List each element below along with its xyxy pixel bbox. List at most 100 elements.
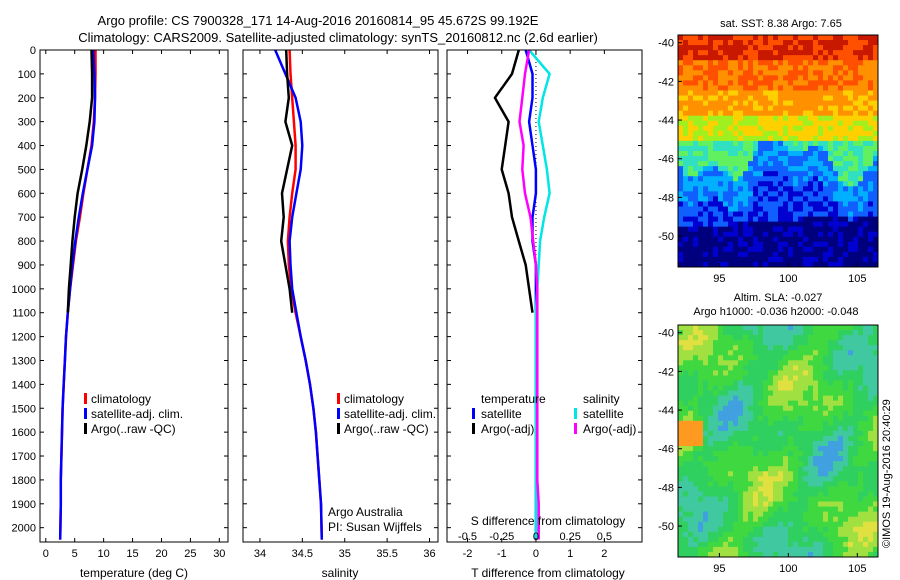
y-tick-label: 200 <box>18 93 36 105</box>
map-cell <box>873 246 879 253</box>
map-cell <box>723 256 729 263</box>
map-cell <box>713 100 719 107</box>
map-cell <box>773 50 779 56</box>
map-cell <box>833 135 839 142</box>
map-cell <box>873 186 879 192</box>
map-cell <box>778 100 784 107</box>
map-cell <box>743 151 749 157</box>
map-cell <box>683 335 689 341</box>
map-cell <box>843 171 849 177</box>
map-cell <box>718 75 724 81</box>
map-cell <box>788 45 794 51</box>
map-cell <box>838 246 844 253</box>
map-cell <box>708 65 714 71</box>
map-cell <box>683 415 689 422</box>
map-cell <box>723 186 729 192</box>
map-cell <box>843 521 849 528</box>
map-cell <box>823 90 829 96</box>
map-cell <box>813 261 819 268</box>
map-cell <box>763 385 769 391</box>
map-cell <box>683 350 689 356</box>
map-cell <box>768 360 774 366</box>
map-cell <box>793 241 799 248</box>
map-cell <box>788 435 794 442</box>
map-cell <box>833 120 839 127</box>
map-cell <box>708 261 714 268</box>
map-cell <box>753 110 759 117</box>
map-cell <box>708 405 714 412</box>
map-cell <box>838 80 844 86</box>
map-cell <box>823 140 829 147</box>
map-cell <box>713 75 719 81</box>
map-cell <box>838 105 844 112</box>
map-cell <box>763 496 769 502</box>
map-cell <box>703 181 709 187</box>
y-tick-label: 800 <box>18 236 36 248</box>
map-cell <box>788 546 794 553</box>
map-cell <box>783 511 789 518</box>
map-cell <box>773 100 779 107</box>
map-cell <box>718 400 724 407</box>
map-cell <box>823 365 829 371</box>
map-cell <box>758 60 764 66</box>
map-cell <box>693 370 699 376</box>
map-cell <box>863 130 869 137</box>
map-cell <box>763 451 769 457</box>
map-cell <box>723 166 729 172</box>
map-cell <box>748 85 754 91</box>
map-cell <box>868 55 874 61</box>
map-cell <box>693 206 699 212</box>
map-cell <box>778 430 784 437</box>
map-cell <box>843 70 849 76</box>
map-cell <box>838 70 844 76</box>
map-cell <box>758 65 764 71</box>
map-cell <box>758 325 764 331</box>
map-cell <box>848 481 854 487</box>
map-cell <box>868 435 874 442</box>
map-cell <box>758 521 764 528</box>
map-cell <box>788 90 794 96</box>
map-cell <box>823 400 829 407</box>
map-cell <box>688 206 694 212</box>
map-cell <box>738 161 744 167</box>
map-cell <box>873 241 879 248</box>
map-cell <box>703 325 709 331</box>
map-cell <box>753 181 759 187</box>
map-cell <box>773 420 779 427</box>
map-cell <box>768 135 774 142</box>
map-cell <box>838 516 844 523</box>
map-cell <box>808 451 814 457</box>
map-cell <box>773 55 779 61</box>
map-cell <box>833 350 839 356</box>
map-cell <box>868 456 874 462</box>
map-cell <box>708 45 714 51</box>
map-cell <box>748 171 754 177</box>
map-cell <box>723 491 729 497</box>
map-cell <box>858 481 864 487</box>
map-cell <box>718 50 724 56</box>
map-cell <box>873 415 879 422</box>
map-cell <box>773 481 779 487</box>
map-cell <box>828 206 834 212</box>
map-cell <box>688 100 694 107</box>
map-cell <box>768 325 774 331</box>
map-cell <box>788 370 794 376</box>
map-cell <box>748 176 754 182</box>
map-cell <box>718 70 724 76</box>
map-cell <box>683 395 689 402</box>
map-cell <box>873 441 879 447</box>
map-cell <box>723 95 729 101</box>
map-cell <box>683 365 689 371</box>
map-cell <box>788 375 794 381</box>
map-cell <box>858 85 864 91</box>
map-cell <box>723 536 729 543</box>
map-cell <box>798 435 804 442</box>
map-cell <box>718 55 724 61</box>
map-cell <box>678 60 684 66</box>
map-cell <box>873 360 879 366</box>
map-cell <box>758 115 764 122</box>
map-cell <box>768 216 774 223</box>
map-cell <box>853 256 859 263</box>
map-cell <box>678 501 684 507</box>
